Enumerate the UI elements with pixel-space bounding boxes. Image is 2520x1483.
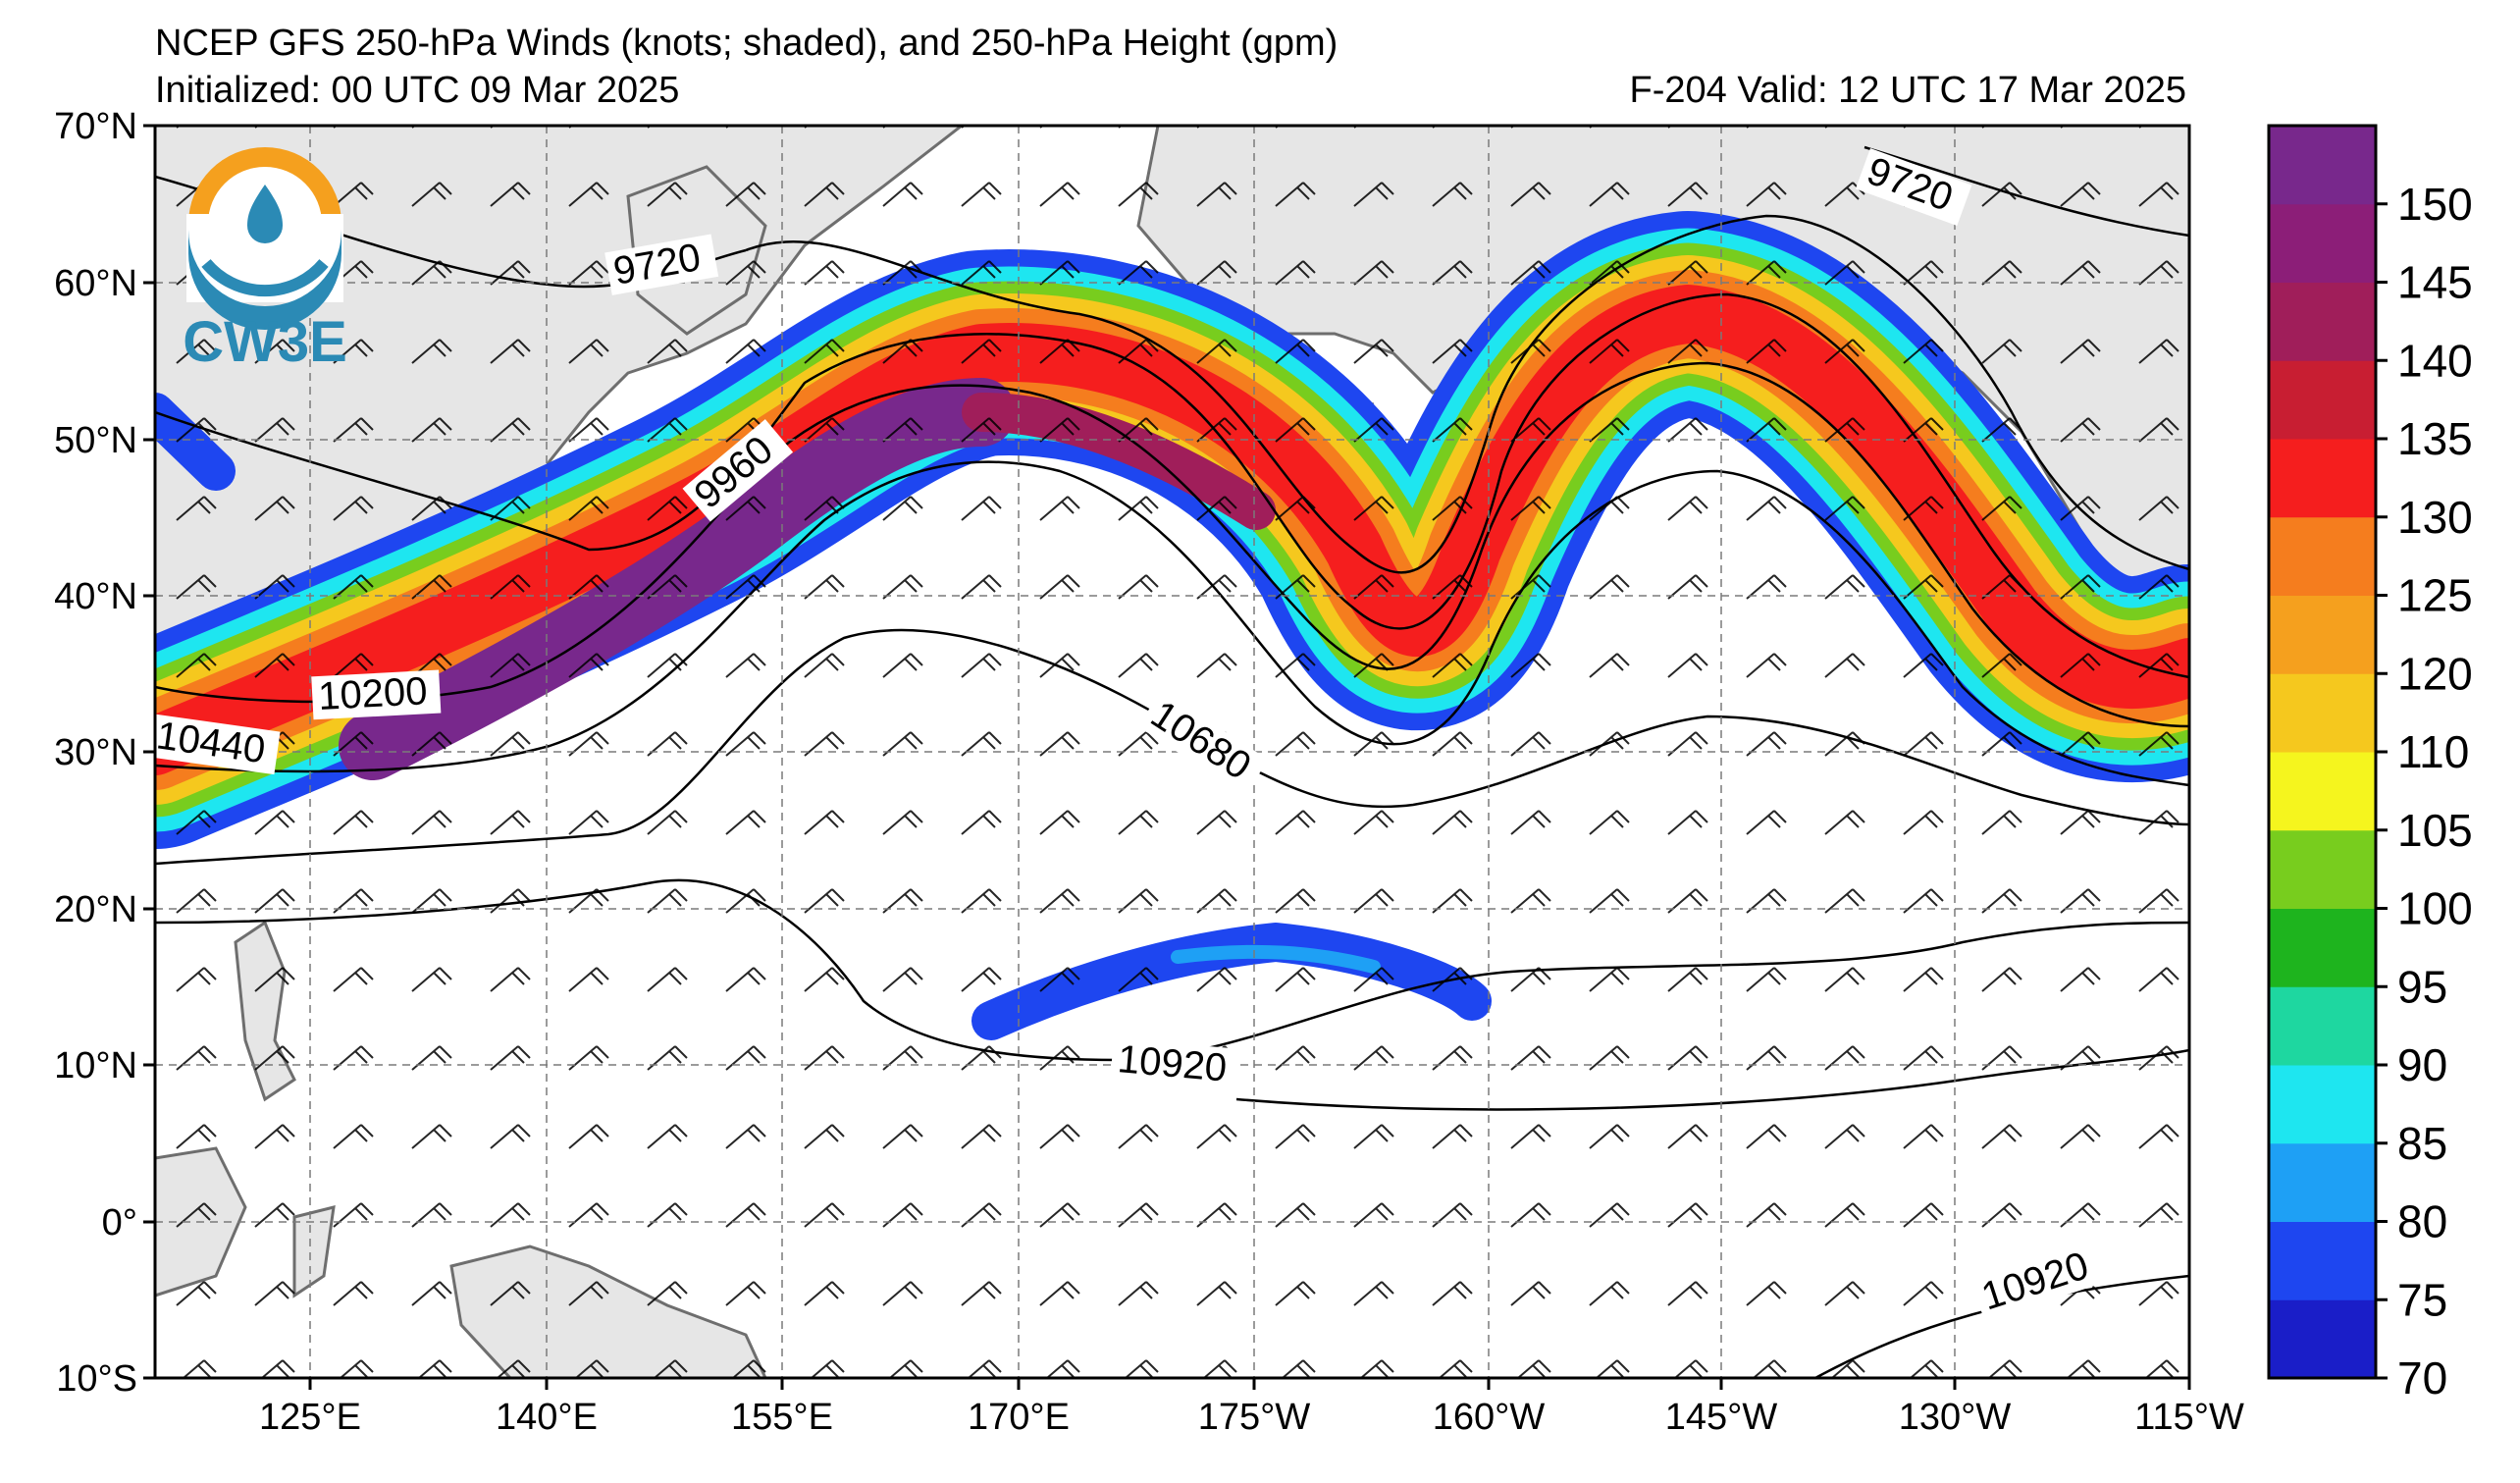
lat-label-10n: 10°N xyxy=(54,1045,137,1086)
lat-label-70n: 70°N xyxy=(54,106,137,147)
colorbar-block xyxy=(2269,1142,2376,1222)
lat-label-50n: 50°N xyxy=(54,420,137,461)
colorbar-block xyxy=(2269,126,2376,205)
colorbar-label: 150 xyxy=(2397,179,2473,230)
colorbar-label: 125 xyxy=(2397,570,2473,621)
lon-label-175w: 175°W xyxy=(1198,1397,1311,1438)
colorbar-label: 85 xyxy=(2397,1118,2447,1169)
lon-label-170e: 170°E xyxy=(968,1397,1070,1438)
lon-label-145w: 145°W xyxy=(1665,1397,1778,1438)
colorbar-label: 140 xyxy=(2397,335,2473,386)
lat-label-0: 0° xyxy=(102,1202,137,1244)
lon-labels: 125°E 140°E 155°E 170°E 175°W 160°W 145°… xyxy=(259,1397,2244,1438)
colorbar-block xyxy=(2269,1221,2376,1300)
colorbar-label: 120 xyxy=(2397,648,2473,699)
lon-label-155e: 155°E xyxy=(731,1397,833,1438)
cw3e-logo: CW3E xyxy=(183,147,347,374)
colorbar-blocks xyxy=(2269,126,2376,1379)
colorbar-label: 105 xyxy=(2397,805,2473,856)
colorbar: 150 145 140 135 130 125 120 110 105 100 95 90 85 80 75… xyxy=(2267,124,2473,1404)
lat-labels: 70°N 60°N 50°N 40°N 30°N 20°N 10°N 0° 10… xyxy=(54,106,137,1400)
colorbar-block xyxy=(2269,986,2376,1066)
colorbar-label: 110 xyxy=(2397,726,2469,777)
colorbar-label: 70 xyxy=(2397,1352,2447,1404)
colorbar-labels: 150 145 140 135 130 125 120 110 105 100 95 90 85 80 75… xyxy=(2397,179,2473,1404)
colorbar-block xyxy=(2269,908,2376,987)
lon-label-125e: 125°E xyxy=(259,1397,361,1438)
axis-ticks xyxy=(143,124,2191,1390)
colorbar-block xyxy=(2269,203,2376,283)
lat-label-30n: 30°N xyxy=(54,732,137,773)
contour-label-10200: 10200 xyxy=(317,669,428,718)
colorbar-label: 90 xyxy=(2397,1039,2447,1090)
lon-label-130w: 130°W xyxy=(1899,1397,2012,1438)
colorbar-block xyxy=(2269,752,2376,831)
lat-label-40n: 40°N xyxy=(54,576,137,617)
colorbar-block xyxy=(2269,282,2376,361)
colorbar-block xyxy=(2269,360,2376,440)
colorbar-ticks xyxy=(2376,202,2388,1380)
colorbar-label: 80 xyxy=(2397,1196,2447,1247)
colorbar-label: 145 xyxy=(2397,257,2473,308)
lon-label-115w: 115°W xyxy=(2134,1397,2244,1438)
logo-text: CW3E xyxy=(183,310,347,374)
valid-time: F-204 Valid: 12 UTC 17 Mar 2025 xyxy=(1629,70,2186,111)
colorbar-block xyxy=(2269,1299,2376,1379)
colorbar-label: 100 xyxy=(2397,883,2473,934)
colorbar-label: 75 xyxy=(2397,1274,2447,1325)
colorbar-block xyxy=(2269,673,2376,753)
map-plot-area: 9720 9720 9960 10200 10440 10680 xyxy=(155,126,2189,1378)
colorbar-block xyxy=(2269,516,2376,596)
contour-label-10920-a: 10920 xyxy=(1116,1037,1229,1090)
colorbar-block xyxy=(2269,829,2376,909)
lon-label-140e: 140°E xyxy=(496,1397,598,1438)
lat-label-10s: 10°S xyxy=(56,1358,137,1400)
lat-label-60n: 60°N xyxy=(54,263,137,304)
lon-label-160w: 160°W xyxy=(1433,1397,1546,1438)
lat-label-20n: 20°N xyxy=(54,889,137,930)
colorbar-label: 130 xyxy=(2397,492,2473,543)
grid-lines xyxy=(155,126,2189,1378)
colorbar-label: 95 xyxy=(2397,961,2447,1012)
colorbar-label: 135 xyxy=(2397,413,2473,464)
map-title: NCEP GFS 250-hPa Winds (knots; shaded), … xyxy=(155,23,1339,64)
colorbar-block xyxy=(2269,1065,2376,1144)
colorbar-block xyxy=(2269,439,2376,518)
colorbar-block xyxy=(2269,595,2376,674)
init-time: Initialized: 00 UTC 09 Mar 2025 xyxy=(155,70,680,111)
